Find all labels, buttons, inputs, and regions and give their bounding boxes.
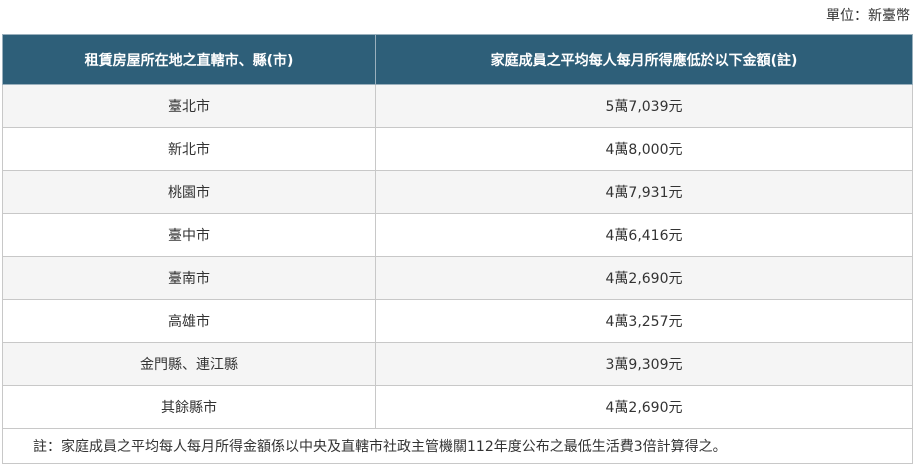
amount-cell: 4萬6,416元 (375, 213, 913, 257)
region-cell: 臺北市 (2, 84, 376, 128)
header-amount: 家庭成員之平均每人每月所得應低於以下金額(註) (375, 34, 913, 85)
region-cell: 新北市 (2, 127, 376, 171)
table-note: 註：家庭成員之平均每人每月所得金額係以中央及直轄市社政主管機關112年度公布之最… (2, 428, 913, 464)
header-row: 租賃房屋所在地之直轄市、縣(市) 家庭成員之平均每人每月所得應低於以下金額(註) (2, 34, 913, 85)
note-row: 註：家庭成員之平均每人每月所得金額係以中央及直轄市社政主管機關112年度公布之最… (2, 428, 913, 464)
unit-label: 單位：新臺幣 (826, 8, 910, 24)
region-cell: 臺中市 (2, 213, 376, 257)
region-cell: 其餘縣市 (2, 385, 376, 429)
amount-cell: 4萬3,257元 (375, 299, 913, 343)
table-row: 其餘縣市 4萬2,690元 (2, 385, 913, 429)
header-region: 租賃房屋所在地之直轄市、縣(市) (2, 34, 376, 85)
table-row: 臺北市 5萬7,039元 (2, 84, 913, 128)
table-header: 租賃房屋所在地之直轄市、縣(市) 家庭成員之平均每人每月所得應低於以下金額(註) (2, 34, 913, 85)
amount-cell: 4萬2,690元 (375, 385, 913, 429)
table-body: 臺北市 5萬7,039元 新北市 4萬8,000元 桃園市 4萬7,931元 臺… (2, 84, 913, 429)
amount-cell: 4萬2,690元 (375, 256, 913, 300)
amount-cell: 5萬7,039元 (375, 84, 913, 128)
table-row: 新北市 4萬8,000元 (2, 127, 913, 171)
table-row: 臺中市 4萬6,416元 (2, 213, 913, 257)
amount-cell: 3萬9,309元 (375, 342, 913, 386)
region-cell: 桃園市 (2, 170, 376, 214)
amount-cell: 4萬7,931元 (375, 170, 913, 214)
amount-cell: 4萬8,000元 (375, 127, 913, 171)
table-row: 高雄市 4萬3,257元 (2, 299, 913, 343)
table-footer: 註：家庭成員之平均每人每月所得金額係以中央及直轄市社政主管機關112年度公布之最… (2, 428, 913, 464)
income-threshold-table: 租賃房屋所在地之直轄市、縣(市) 家庭成員之平均每人每月所得應低於以下金額(註)… (2, 34, 913, 464)
table-row: 金門縣、連江縣 3萬9,309元 (2, 342, 913, 386)
region-cell: 臺南市 (2, 256, 376, 300)
table-row: 桃園市 4萬7,931元 (2, 170, 913, 214)
table-row: 臺南市 4萬2,690元 (2, 256, 913, 300)
income-threshold-table-container: 租賃房屋所在地之直轄市、縣(市) 家庭成員之平均每人每月所得應低於以下金額(註)… (2, 34, 913, 464)
region-cell: 高雄市 (2, 299, 376, 343)
region-cell: 金門縣、連江縣 (2, 342, 376, 386)
